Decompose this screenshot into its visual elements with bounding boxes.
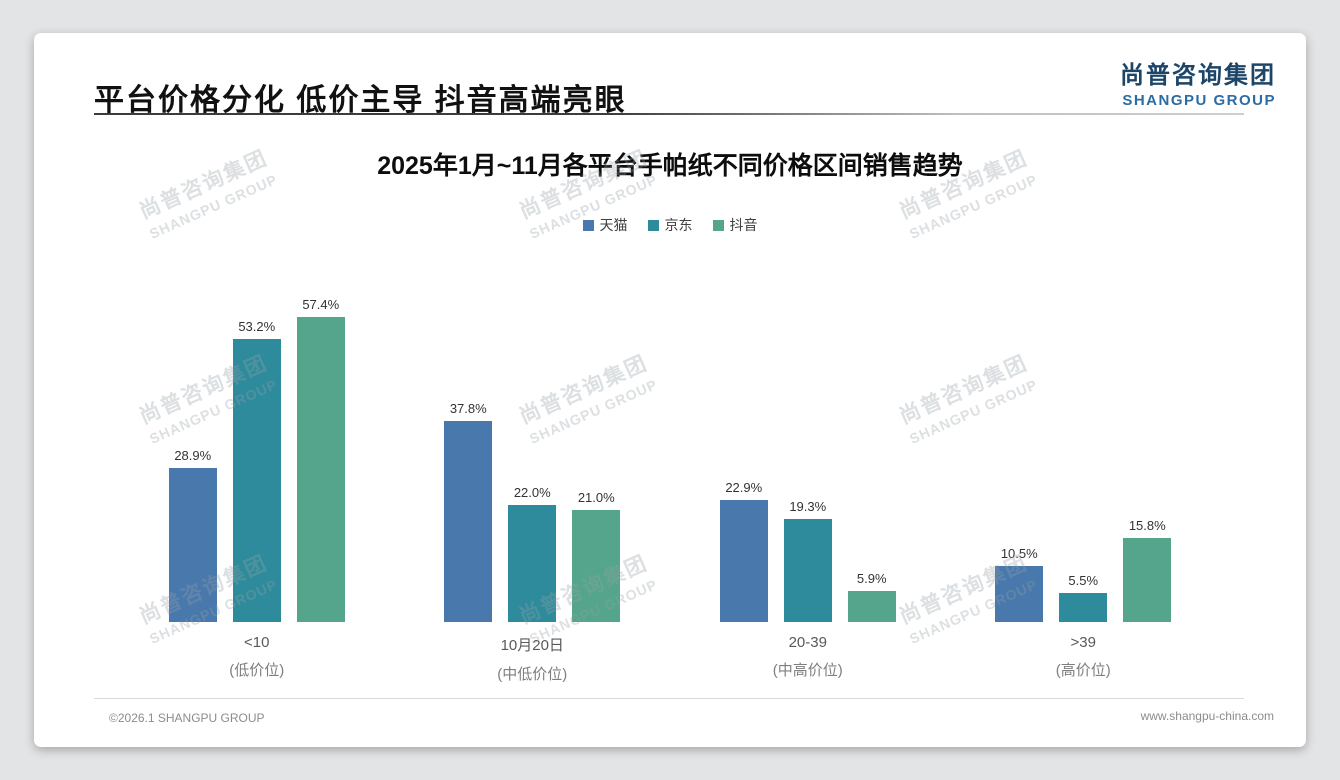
bar-wrapper: 5.9% — [847, 570, 896, 622]
legend-swatch — [582, 219, 594, 231]
category-slot: 20-39 (中高价位) — [720, 634, 896, 684]
chart-title: 2025年1月~11月各平台手帕纸不同价格区间销售趋势 — [377, 152, 963, 180]
bar-wrapper: 5.5% — [1059, 572, 1108, 622]
category-slot: 10月20日 (中低价位) — [444, 634, 620, 684]
category-label: 10月20日 — [500, 637, 564, 654]
bar-cluster: 10.5% 5.5% 15.8% — [995, 518, 1172, 622]
bar-cluster: 28.9% 53.2% 57.4% — [168, 296, 345, 622]
bar-wrapper: 53.2% — [232, 319, 281, 622]
x-axis-category-labels: <10 (低价位) 10月20日 (中低价位) 20-39 (中高价位) >39 (高价位) — [119, 634, 1221, 684]
bar-value-label: 22.0% — [513, 485, 551, 500]
title-divider — [94, 113, 1244, 115]
bar-抖音 — [572, 510, 621, 622]
bar-wrapper: 10.5% — [995, 546, 1044, 622]
legend-label: 抖音 — [729, 217, 758, 233]
slide-card: 平台价格分化 低价主导 抖音高端亮眼 尚普咨询集团 SHANGPU GROUP … — [34, 33, 1306, 747]
category-subtitle: (中低价位) — [497, 666, 568, 683]
bar-value-label: 19.3% — [789, 499, 827, 515]
legend-item-京东: 京东 — [647, 215, 693, 235]
bar-抖音 — [1123, 538, 1172, 622]
legend-swatch — [647, 219, 659, 231]
logo-english-name: SHANGPU GROUP — [1122, 92, 1276, 109]
bar-value-label: 10.5% — [1000, 546, 1038, 562]
bar-group: 37.8% 22.0% 21.0% — [444, 283, 621, 622]
bar-value-label: 53.2% — [238, 319, 276, 335]
bar-wrapper: 37.8% — [444, 401, 493, 622]
category-label: >39 — [1070, 634, 1096, 651]
category-slot: >39 (高价位) — [995, 634, 1171, 684]
category-subtitle: (低价位) — [229, 662, 285, 679]
bar-wrapper: 19.3% — [783, 499, 832, 622]
bar-value-label: 28.9% — [174, 448, 212, 464]
bar-wrapper: 22.0% — [508, 485, 557, 622]
bar-京东 — [508, 505, 557, 622]
bar-cluster: 22.9% 19.3% 5.9% — [719, 480, 896, 622]
category-subtitle: (中高价位) — [772, 662, 843, 679]
footer-website: www.shangpu-china.com — [1140, 709, 1274, 723]
bar-wrapper: 21.0% — [572, 490, 621, 622]
legend-label: 京东 — [664, 217, 693, 233]
legend-swatch — [712, 219, 724, 231]
bar-cluster: 37.8% 22.0% 21.0% — [444, 401, 621, 622]
bar-天猫 — [444, 421, 493, 622]
logo-chinese-name: 尚普咨询集团 — [1120, 62, 1276, 89]
bar-value-label: 37.8% — [449, 401, 487, 416]
bar-value-label: 15.8% — [1128, 518, 1166, 533]
bar-value-label: 5.9% — [856, 570, 887, 586]
bar-group: 22.9% 19.3% 5.9% — [719, 283, 896, 622]
bar-group: 10.5% 5.5% 15.8% — [995, 283, 1172, 622]
bar-京东 — [783, 519, 832, 622]
category-label: 20-39 — [788, 634, 827, 651]
bar-value-label: 5.5% — [1068, 572, 1099, 588]
chart-legend: 天猫 京东 抖音 — [34, 215, 1306, 235]
page-title: 平台价格分化 低价主导 抖音高端亮眼 — [94, 84, 627, 117]
bar-抖音 — [847, 590, 896, 622]
bar-chart-plot-area: 28.9% 53.2% 57.4% 37.8% 22.0% 21.0% 22.9% 19.3%… — [119, 283, 1221, 622]
bar-京东 — [1059, 592, 1108, 622]
bar-wrapper: 57.4% — [296, 296, 345, 622]
bar-抖音 — [296, 316, 345, 622]
bar-wrapper: 28.9% — [168, 448, 217, 622]
category-label: <10 — [244, 634, 270, 651]
legend-item-抖音: 抖音 — [712, 215, 758, 235]
bar-天猫 — [168, 468, 217, 622]
bar-wrapper: 15.8% — [1123, 518, 1172, 622]
bar-wrapper: 22.9% — [719, 480, 768, 622]
bar-value-label: 57.4% — [302, 296, 340, 312]
footer-divider — [94, 698, 1244, 699]
category-subtitle: (高价位) — [1055, 662, 1111, 679]
bar-天猫 — [995, 566, 1044, 622]
legend-item-天猫: 天猫 — [582, 215, 628, 235]
bar-天猫 — [719, 500, 768, 622]
bar-京东 — [232, 339, 281, 622]
legend-label: 天猫 — [599, 217, 628, 233]
footer-copyright: ©2026.1 SHANGPU GROUP — [109, 711, 265, 725]
category-slot: <10 (低价位) — [169, 634, 345, 684]
bar-value-label: 21.0% — [577, 490, 615, 506]
bar-value-label: 22.9% — [725, 480, 763, 496]
company-logo: 尚普咨询集团 SHANGPU GROUP — [1120, 55, 1276, 109]
bar-group: 28.9% 53.2% 57.4% — [168, 283, 345, 622]
